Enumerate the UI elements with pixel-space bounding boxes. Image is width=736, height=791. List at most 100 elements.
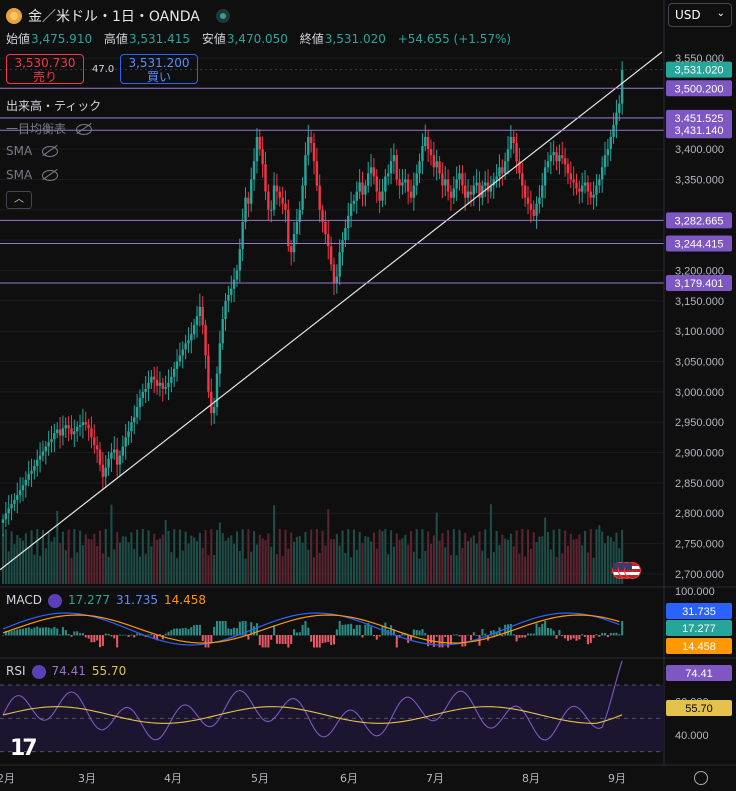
- eye-hidden-icon[interactable]: [76, 124, 93, 135]
- sma-legend-1[interactable]: SMA: [6, 144, 59, 158]
- volume-bar: [39, 555, 42, 584]
- macd-value-label: 17.277: [682, 623, 716, 635]
- candle-body: [395, 155, 398, 180]
- candle-body: [358, 182, 361, 192]
- candle-body: [521, 173, 524, 186]
- macd-hist-bar: [601, 632, 604, 636]
- macd-hist-bar: [104, 633, 107, 636]
- candle-body: [135, 407, 139, 418]
- macd-hist-bar: [238, 621, 241, 636]
- volume-bar: [161, 534, 164, 584]
- volume-bar: [127, 542, 130, 584]
- volume-bar: [53, 537, 56, 584]
- candle-body: [546, 161, 550, 168]
- candle-body: [281, 197, 284, 204]
- gear-icon[interactable]: [694, 771, 708, 785]
- volume-bar: [173, 529, 176, 584]
- macd-hist-bar: [390, 625, 393, 636]
- macd-hist-bar: [529, 633, 532, 636]
- macd-hist-bar: [4, 630, 7, 636]
- volume-bar: [598, 525, 601, 584]
- macd-hist-bar: [164, 633, 167, 636]
- candle-body: [558, 155, 561, 162]
- buy-button[interactable]: 3,531.200 買い: [120, 54, 198, 84]
- volume-bar: [238, 550, 241, 584]
- volume-bar: [487, 558, 490, 584]
- macd-hist-bar: [341, 624, 344, 636]
- candle-body: [566, 164, 570, 174]
- macd-hist-bar: [19, 629, 22, 636]
- volume-bar: [355, 549, 358, 584]
- level-price-tag: [666, 235, 732, 252]
- volume-bar: [247, 529, 250, 584]
- tradingview-logo[interactable]: 17: [10, 736, 38, 761]
- candle-body: [421, 146, 424, 162]
- volume-bar: [4, 529, 7, 584]
- candle-body: [404, 179, 407, 183]
- macd-hist-bar: [429, 635, 433, 644]
- volume-bar: [427, 531, 430, 584]
- candle-body: [389, 161, 393, 174]
- sma-label-2: SMA: [6, 168, 33, 182]
- currency-select[interactable]: USD ⌄: [668, 3, 732, 27]
- candle-body: [501, 167, 504, 174]
- macd-hist-bar: [412, 629, 415, 636]
- price-tick-label: 3,000.000: [675, 387, 724, 399]
- candle-body: [327, 234, 330, 247]
- volume-bar: [295, 536, 298, 584]
- macd-hist-bar: [193, 625, 196, 636]
- ichimoku-legend[interactable]: 一目均衡表: [6, 120, 93, 137]
- volume-bar: [478, 531, 481, 584]
- macd-hist-bar: [33, 627, 36, 636]
- rsi-legend[interactable]: RSI 74.41 55.70: [6, 664, 126, 679]
- volume-bar: [535, 542, 538, 584]
- volume-bar: [118, 542, 122, 584]
- volume-bar: [387, 554, 390, 584]
- settings-cycle-icon[interactable]: [47, 593, 62, 608]
- economic-events-flags[interactable]: [612, 562, 642, 580]
- collapse-legend-button[interactable]: ︿: [6, 191, 32, 209]
- price-tick-label: 2,750.000: [675, 539, 724, 551]
- macd-hist-bar: [546, 628, 550, 636]
- macd-hist-bar: [84, 635, 87, 638]
- volume-bar: [604, 543, 607, 584]
- candle-body: [461, 173, 464, 186]
- candle-body: [192, 325, 196, 335]
- macd-hist-bar: [606, 635, 609, 637]
- price-tick-label: 3,400.000: [675, 144, 724, 156]
- volume-bar: [187, 543, 190, 584]
- volume-bar: [258, 534, 261, 584]
- candle-body: [332, 264, 336, 283]
- macd-legend[interactable]: MACD 17.277 31.735 14.458: [6, 593, 206, 608]
- volume-bar: [44, 548, 47, 584]
- eye-hidden-icon[interactable]: [42, 170, 59, 181]
- candle-body: [492, 179, 495, 186]
- symbol-title[interactable]: 金／米ドル・1日・OANDA: [6, 6, 230, 26]
- macd-hist-bar: [267, 635, 270, 648]
- volume-bar: [335, 534, 338, 584]
- candle-body: [101, 464, 105, 477]
- macd-hist-bar: [90, 635, 93, 643]
- sma-legend-2[interactable]: SMA: [6, 168, 59, 182]
- volume-bar: [318, 552, 321, 584]
- macd-hist-bar: [361, 635, 364, 638]
- time-axis-label: 7月: [426, 772, 444, 785]
- settings-cycle-icon[interactable]: [31, 664, 46, 679]
- candle-body: [184, 343, 187, 350]
- candle-body: [603, 155, 607, 168]
- macd-hist-bar: [190, 627, 193, 636]
- macd-hist-bar: [244, 621, 247, 636]
- candle-body: [401, 182, 404, 186]
- macd-hist-bar: [615, 632, 618, 636]
- macd-hist-bar: [196, 624, 199, 636]
- sell-button[interactable]: 3,530.730 売り: [6, 54, 84, 84]
- macd-hist-bar: [30, 628, 33, 636]
- volume-bar: [429, 543, 433, 584]
- macd-value-tag: [666, 638, 732, 654]
- eye-hidden-icon[interactable]: [42, 146, 59, 157]
- macd-hist-bar: [247, 635, 250, 640]
- currency-value: USD: [675, 8, 701, 22]
- volume-bar: [293, 541, 296, 584]
- volume-legend[interactable]: 出来高・ティック: [6, 97, 101, 114]
